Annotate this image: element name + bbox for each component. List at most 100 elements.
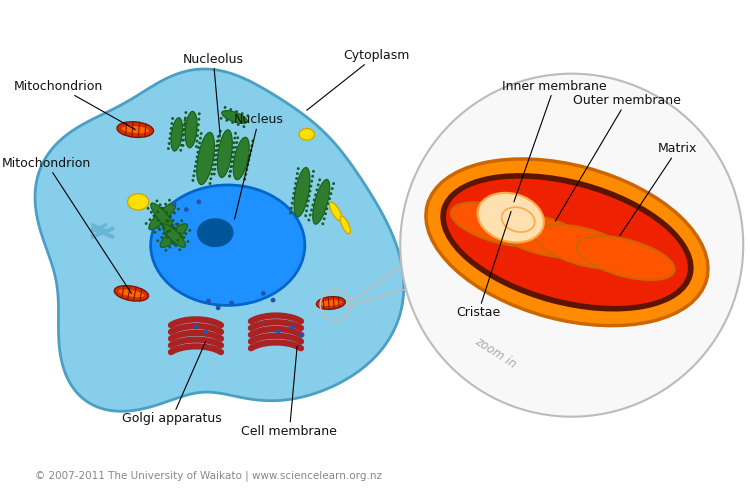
Circle shape xyxy=(231,160,234,163)
Circle shape xyxy=(162,232,165,235)
Ellipse shape xyxy=(162,224,185,248)
Ellipse shape xyxy=(151,203,174,230)
Circle shape xyxy=(156,218,159,222)
Circle shape xyxy=(213,158,215,162)
Ellipse shape xyxy=(316,296,345,310)
Circle shape xyxy=(160,222,163,226)
Circle shape xyxy=(196,151,200,154)
Circle shape xyxy=(233,150,236,154)
Circle shape xyxy=(214,163,217,166)
Circle shape xyxy=(232,156,236,158)
Circle shape xyxy=(217,144,220,147)
Circle shape xyxy=(154,231,157,234)
Circle shape xyxy=(210,172,213,176)
Ellipse shape xyxy=(222,110,248,124)
Text: Outer membrane: Outer membrane xyxy=(555,94,680,221)
Ellipse shape xyxy=(313,180,330,224)
Circle shape xyxy=(217,135,220,138)
Circle shape xyxy=(216,148,219,152)
Ellipse shape xyxy=(478,193,544,242)
Circle shape xyxy=(200,132,202,135)
Circle shape xyxy=(174,244,177,247)
Ellipse shape xyxy=(128,194,148,210)
Circle shape xyxy=(306,204,309,208)
Circle shape xyxy=(198,142,201,144)
Circle shape xyxy=(228,174,231,178)
Circle shape xyxy=(170,127,172,130)
Circle shape xyxy=(180,144,183,146)
Polygon shape xyxy=(35,69,404,411)
Text: © 2007-2011 The University of Waikato | www.sciencelearn.org.nz: © 2007-2011 The University of Waikato | … xyxy=(35,470,382,481)
Circle shape xyxy=(211,168,214,171)
Ellipse shape xyxy=(446,178,688,306)
Circle shape xyxy=(213,172,216,176)
Circle shape xyxy=(155,200,158,202)
Circle shape xyxy=(232,151,234,154)
Circle shape xyxy=(220,117,223,120)
Circle shape xyxy=(308,194,310,198)
Ellipse shape xyxy=(440,173,694,312)
Ellipse shape xyxy=(340,216,350,234)
Ellipse shape xyxy=(535,225,633,269)
Circle shape xyxy=(164,249,167,252)
Circle shape xyxy=(179,149,182,152)
Circle shape xyxy=(245,168,248,171)
Circle shape xyxy=(161,223,164,226)
Ellipse shape xyxy=(329,202,342,221)
Circle shape xyxy=(294,182,297,185)
Circle shape xyxy=(169,246,171,248)
Circle shape xyxy=(152,214,155,217)
Circle shape xyxy=(219,130,222,132)
Circle shape xyxy=(214,168,216,170)
Circle shape xyxy=(182,134,184,136)
Circle shape xyxy=(261,291,266,296)
Circle shape xyxy=(158,228,161,231)
Circle shape xyxy=(175,228,177,231)
Circle shape xyxy=(184,232,188,235)
Circle shape xyxy=(182,144,184,147)
Circle shape xyxy=(236,141,238,144)
Circle shape xyxy=(328,197,331,200)
Circle shape xyxy=(199,136,202,140)
Circle shape xyxy=(234,132,237,134)
Circle shape xyxy=(251,144,254,147)
Circle shape xyxy=(169,215,171,218)
Circle shape xyxy=(327,202,330,205)
Circle shape xyxy=(400,74,743,416)
Text: Golgi apparatus: Golgi apparatus xyxy=(122,342,222,425)
Circle shape xyxy=(232,146,235,149)
Ellipse shape xyxy=(118,290,144,298)
Circle shape xyxy=(182,133,185,136)
Circle shape xyxy=(237,123,240,126)
Circle shape xyxy=(167,147,170,150)
Circle shape xyxy=(180,220,183,222)
Ellipse shape xyxy=(233,137,249,180)
Circle shape xyxy=(241,112,244,115)
Text: Cytoplasm: Cytoplasm xyxy=(307,49,410,110)
Text: Nucleus: Nucleus xyxy=(234,114,284,219)
Circle shape xyxy=(246,164,249,166)
Circle shape xyxy=(165,211,168,214)
Circle shape xyxy=(214,154,217,156)
Circle shape xyxy=(180,236,183,238)
Circle shape xyxy=(168,142,170,145)
Text: zoom in: zoom in xyxy=(472,334,519,370)
Circle shape xyxy=(163,226,166,229)
Ellipse shape xyxy=(114,286,148,301)
Circle shape xyxy=(318,178,321,182)
Circle shape xyxy=(170,224,173,227)
Circle shape xyxy=(198,112,201,115)
Circle shape xyxy=(196,140,198,142)
Circle shape xyxy=(162,207,165,210)
Circle shape xyxy=(216,140,219,142)
Ellipse shape xyxy=(185,112,197,148)
Circle shape xyxy=(153,214,156,218)
Circle shape xyxy=(150,211,153,214)
Circle shape xyxy=(168,137,171,140)
Text: Cristae: Cristae xyxy=(456,212,511,319)
Ellipse shape xyxy=(160,224,188,248)
Circle shape xyxy=(184,119,187,122)
Ellipse shape xyxy=(294,168,310,217)
Circle shape xyxy=(244,173,248,176)
Circle shape xyxy=(196,156,199,158)
